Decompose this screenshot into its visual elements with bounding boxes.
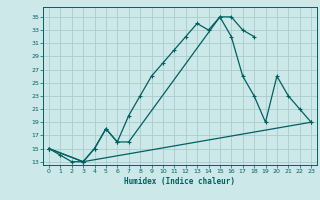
X-axis label: Humidex (Indice chaleur): Humidex (Indice chaleur) [124,177,236,186]
